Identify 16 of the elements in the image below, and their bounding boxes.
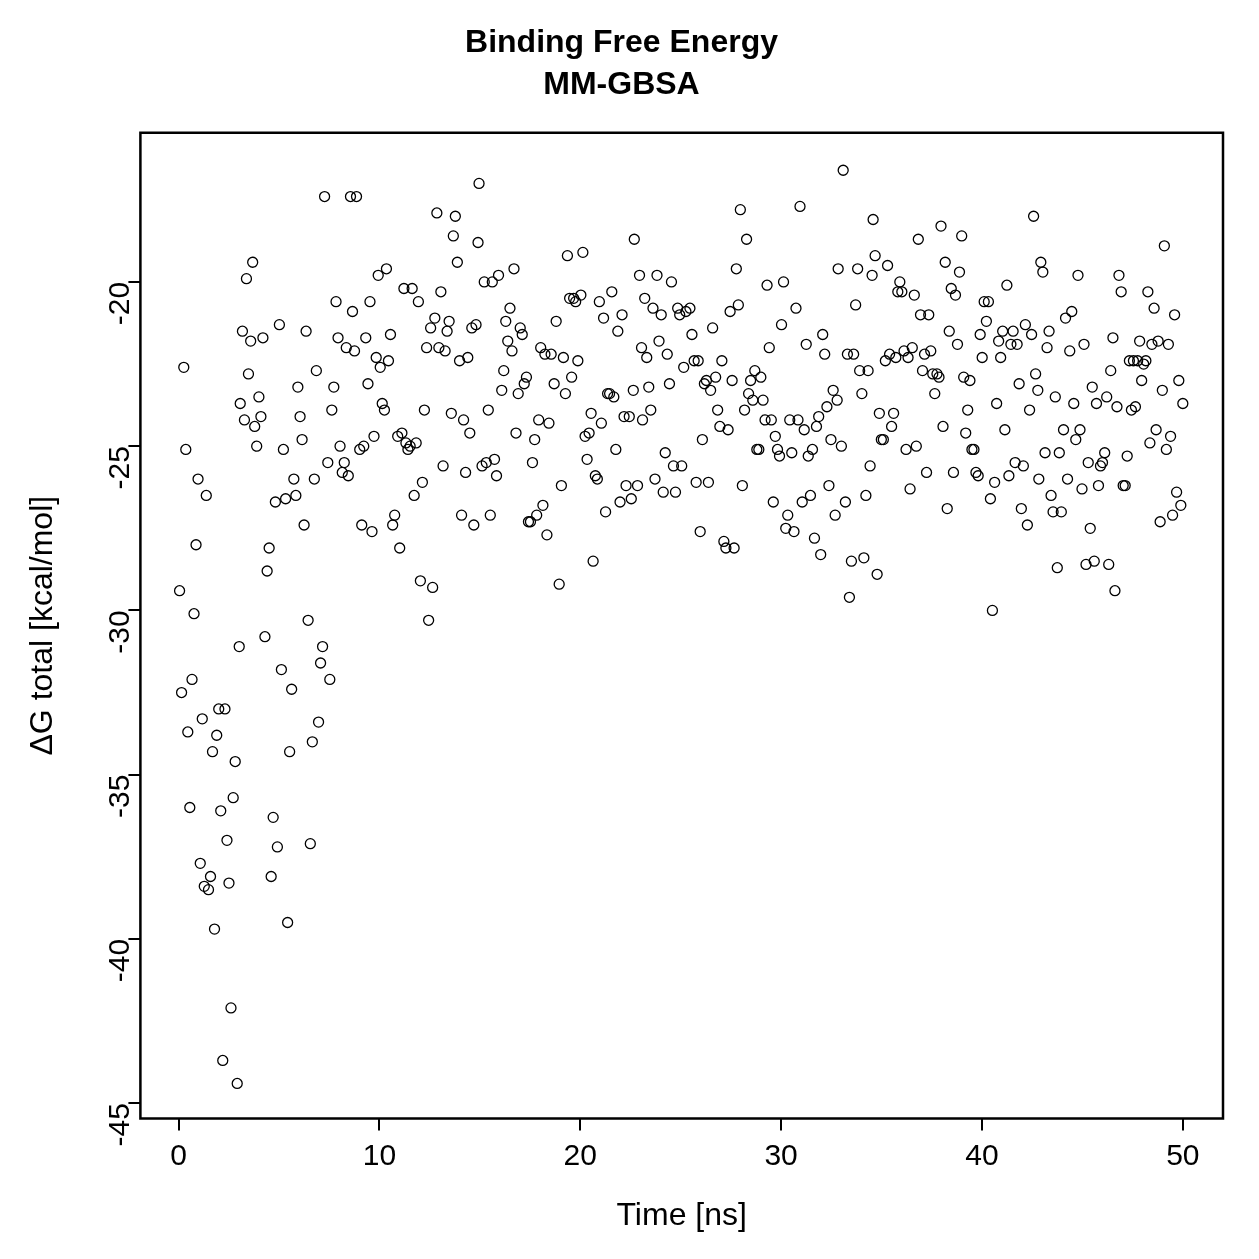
x-tick-label: 0 [170,1137,187,1171]
x-tick-label: 10 [362,1137,397,1171]
x-tick-label: 40 [965,1137,999,1171]
y-axis-title: ΔG total [kcal/mol] [23,495,60,756]
x-tick-label: 50 [1166,1137,1200,1171]
x-tick-label: 30 [764,1137,798,1171]
x-axis-title: Time [ns] [616,1195,747,1232]
y-tick-label: -20 [101,281,135,326]
chart-title: Binding Free Energy [465,23,779,60]
y-tick-label: -25 [101,446,135,490]
y-tick-label: -30 [101,610,135,654]
y-tick-label: -40 [101,938,135,983]
y-tick-label: -45 [101,1103,135,1147]
x-tick-label: 20 [563,1137,597,1171]
chart-subtitle: MM-GBSA [543,65,700,102]
y-tick-label: -35 [101,774,135,819]
